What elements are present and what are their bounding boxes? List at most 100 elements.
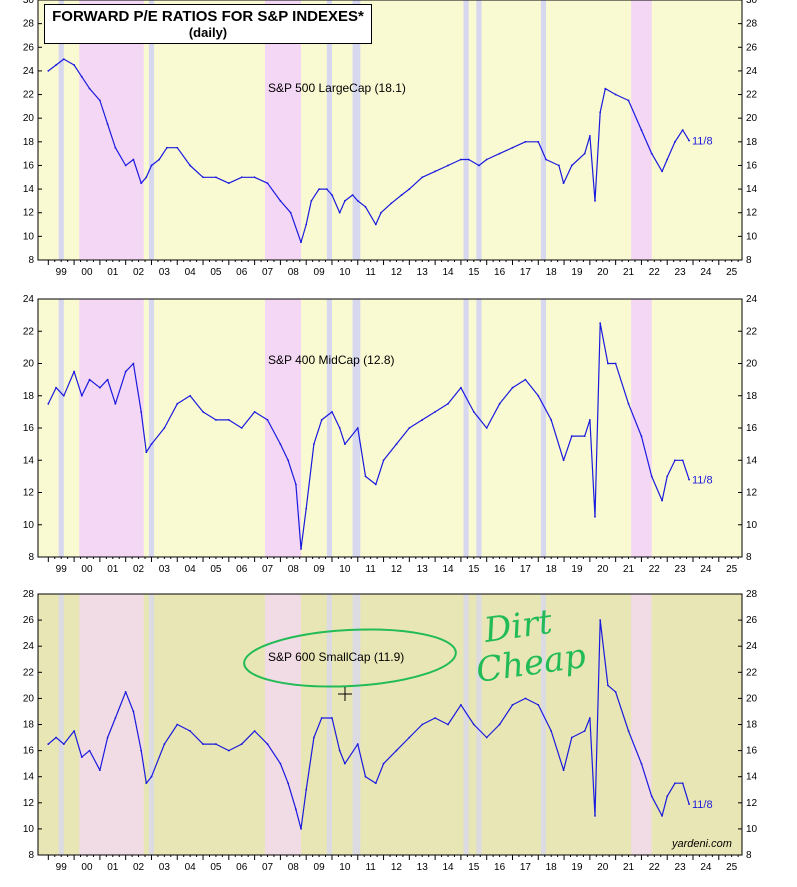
- data-point: [310, 200, 313, 202]
- x-tick-label: 24: [700, 862, 712, 873]
- data-point: [364, 205, 367, 208]
- data-point: [150, 164, 153, 167]
- data-point: [253, 730, 256, 732]
- x-tick-label: 13: [417, 862, 429, 873]
- x-tick-label: 16: [494, 267, 506, 278]
- x-tick-label: 04: [185, 564, 197, 575]
- y-tick-label-right: 18: [746, 391, 758, 402]
- y-tick-label-left: 20: [23, 693, 35, 704]
- data-point: [356, 743, 359, 745]
- data-point: [163, 743, 166, 745]
- x-tick-label: 23: [675, 267, 687, 278]
- data-point: [189, 394, 192, 397]
- x-tick-label: 08: [288, 862, 300, 873]
- data-point: [73, 370, 76, 373]
- x-tick-label: 00: [81, 564, 93, 575]
- correction-band: [148, 299, 155, 557]
- data-point: [140, 749, 143, 752]
- correction-band: [540, 299, 547, 557]
- recession-band: [631, 594, 652, 855]
- x-tick-label: 21: [623, 564, 635, 575]
- data-point: [189, 730, 192, 732]
- x-tick-label: 08: [288, 267, 300, 278]
- data-point: [253, 176, 256, 179]
- x-tick-label: 22: [649, 564, 661, 575]
- data-point: [583, 730, 586, 732]
- data-point: [380, 211, 382, 214]
- data-point: [400, 194, 403, 196]
- data-point: [356, 427, 359, 429]
- data-point: [688, 803, 691, 806]
- data-point: [88, 87, 91, 90]
- x-tick-label: 17: [520, 564, 532, 575]
- data-point: [106, 736, 109, 739]
- data-point: [287, 782, 290, 785]
- y-tick-label-left: 18: [23, 391, 35, 402]
- correction-band: [463, 299, 469, 557]
- data-point: [688, 139, 691, 142]
- data-point: [524, 697, 527, 700]
- data-point: [176, 146, 179, 149]
- data-point: [447, 723, 449, 726]
- x-tick-label: 06: [236, 267, 248, 278]
- data-point: [588, 717, 591, 719]
- data-point: [331, 717, 333, 719]
- recession-band: [79, 299, 144, 557]
- y-tick-label-right: 28: [746, 19, 758, 30]
- x-tick-label: 00: [81, 862, 93, 873]
- data-point: [305, 223, 308, 226]
- data-point: [88, 749, 91, 752]
- correction-band: [476, 299, 482, 557]
- x-tick-label: 24: [700, 267, 712, 278]
- data-point: [331, 410, 333, 413]
- x-tick-label: 20: [597, 564, 609, 575]
- data-point: [124, 690, 127, 693]
- y-tick-label-left: 26: [23, 615, 35, 626]
- data-point: [62, 394, 65, 397]
- data-point: [163, 427, 166, 429]
- data-point: [550, 730, 553, 732]
- data-point: [614, 93, 617, 96]
- data-point: [227, 419, 230, 421]
- x-tick-label: 12: [391, 267, 403, 278]
- x-tick-label: 25: [726, 564, 738, 575]
- data-point: [240, 176, 243, 179]
- recession-band: [79, 594, 144, 855]
- handwritten-word-1: Dirt: [481, 602, 555, 651]
- y-tick-label-right: 24: [746, 294, 758, 305]
- annotation-ellipse: [243, 628, 457, 688]
- data-point: [661, 814, 663, 817]
- data-point: [408, 188, 411, 190]
- series-line: [47, 619, 690, 830]
- data-point: [325, 188, 328, 190]
- x-tick-label: 21: [623, 862, 635, 873]
- data-point: [145, 176, 148, 179]
- data-point: [287, 459, 290, 462]
- plot-background: [38, 594, 742, 855]
- y-tick-label-left: 22: [23, 326, 35, 337]
- x-tick-label: 19: [571, 267, 583, 278]
- data-point: [599, 111, 602, 114]
- x-tick-label: 18: [546, 267, 558, 278]
- x-tick-label: 07: [262, 267, 274, 278]
- x-tick-label: 03: [159, 564, 171, 575]
- data-point: [80, 756, 83, 759]
- x-tick-label: 25: [726, 267, 738, 278]
- data-point: [524, 378, 527, 381]
- data-point: [650, 152, 653, 155]
- data-point: [472, 410, 475, 413]
- data-point: [266, 743, 269, 745]
- data-point: [158, 158, 161, 161]
- data-point: [607, 362, 609, 365]
- x-tick-label: 21: [623, 267, 635, 278]
- correction-band: [58, 594, 64, 855]
- y-tick-label-left: 8: [28, 552, 34, 563]
- data-point: [674, 140, 676, 143]
- data-point: [294, 808, 297, 811]
- y-tick-label-right: 20: [746, 359, 758, 370]
- y-tick-label-right: 16: [746, 160, 758, 171]
- data-point: [215, 743, 217, 745]
- x-tick-label: 02: [133, 862, 145, 873]
- x-tick-label: 10: [339, 862, 351, 873]
